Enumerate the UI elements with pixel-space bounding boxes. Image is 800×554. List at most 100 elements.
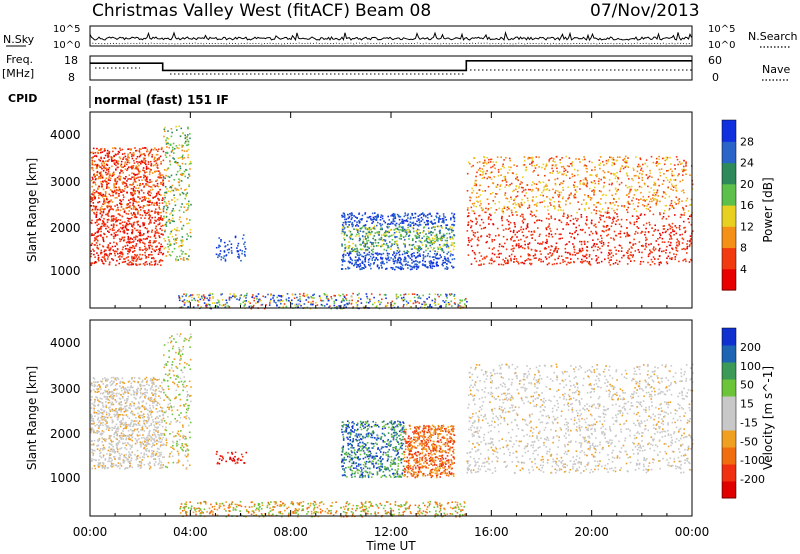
power-echo (109, 174, 111, 177)
power-echo (162, 210, 165, 213)
power-echo (134, 206, 137, 209)
power-echo (593, 190, 596, 193)
power-echo (490, 171, 493, 173)
power-echo (626, 175, 629, 177)
power-echo (306, 293, 309, 296)
power-echo (185, 188, 188, 191)
power-echo (157, 185, 160, 188)
power-echo (472, 231, 475, 234)
power-echo (541, 243, 543, 245)
power-echo (661, 250, 663, 253)
power-echo (117, 163, 119, 165)
power-echo (126, 158, 129, 161)
power-echo (277, 294, 280, 297)
power-echo (111, 215, 113, 217)
power-echo (353, 220, 356, 222)
power-echo (384, 235, 386, 237)
power-echo (103, 199, 105, 202)
freq-frame (89, 55, 693, 81)
power-echo (128, 251, 130, 253)
power-echo (615, 253, 617, 255)
power-echo (403, 293, 405, 296)
power-echo (349, 238, 352, 240)
power-echo (181, 245, 183, 247)
power-echo (366, 220, 368, 223)
power-echo (438, 215, 441, 217)
power-echo (191, 299, 193, 302)
power-echo (684, 231, 686, 234)
power-echo (411, 293, 414, 295)
power-echo (92, 151, 94, 154)
power-echo (513, 189, 515, 192)
power-echo (400, 226, 403, 229)
power-echo (380, 234, 383, 236)
power-echo (270, 298, 272, 301)
power-echo (112, 226, 115, 229)
power-echo (144, 210, 146, 212)
power-echo (185, 144, 188, 146)
power-echo (370, 253, 373, 255)
power-echo (381, 223, 384, 226)
power-echo (91, 163, 94, 166)
power-echo (261, 303, 264, 306)
power-echo (548, 198, 551, 200)
power-echo (166, 243, 169, 245)
power-echo (548, 160, 550, 163)
power-echo (557, 172, 559, 174)
power-echo (430, 261, 433, 263)
power-echo (615, 159, 618, 162)
power-echo (427, 238, 430, 240)
power-echo (115, 242, 118, 244)
power-echo (151, 245, 153, 248)
power-echo (148, 223, 150, 225)
power-echo (93, 194, 95, 197)
power-echo (453, 220, 456, 223)
power-echo (362, 225, 364, 228)
power-echo (393, 220, 396, 223)
power-echo (386, 230, 389, 233)
power-echo (627, 202, 630, 205)
power-echo (230, 250, 233, 252)
power-echo (538, 243, 541, 245)
power-echo (547, 205, 549, 208)
power-echo (164, 130, 166, 133)
power-echo (560, 221, 563, 224)
power-echo (520, 261, 522, 264)
power-echo (179, 255, 181, 258)
power-echo (547, 226, 549, 228)
power-echo (103, 200, 105, 203)
power-echo (631, 215, 634, 217)
power-echo (154, 219, 156, 222)
power-echo (607, 229, 610, 231)
power-echo (109, 194, 112, 197)
power-echo (136, 236, 139, 238)
power-echo (366, 295, 368, 298)
power-echo (488, 236, 491, 238)
power-echo (598, 164, 600, 166)
power-echo (487, 208, 490, 210)
power-echo (108, 205, 110, 208)
power-echo (385, 231, 387, 234)
power-echo (665, 158, 668, 161)
power-echo (628, 234, 631, 237)
power-echo (136, 258, 138, 261)
power-echo (216, 299, 219, 301)
power-echo (155, 170, 158, 173)
power-echo (347, 303, 349, 306)
power-echo (558, 196, 560, 198)
power-echo (621, 247, 623, 249)
power-echo (442, 220, 445, 222)
power-echo (377, 300, 380, 302)
power-echo (356, 247, 358, 250)
power-echo (242, 237, 244, 240)
power-echo (662, 231, 664, 234)
power-echo (427, 223, 429, 226)
power-echo (156, 194, 158, 196)
power-echo (367, 301, 370, 304)
power-echo (103, 223, 106, 225)
power-echo (128, 261, 131, 264)
power-echo (91, 233, 93, 235)
power-echo (162, 252, 165, 255)
power-echo (492, 223, 495, 226)
power-echo (127, 159, 130, 162)
